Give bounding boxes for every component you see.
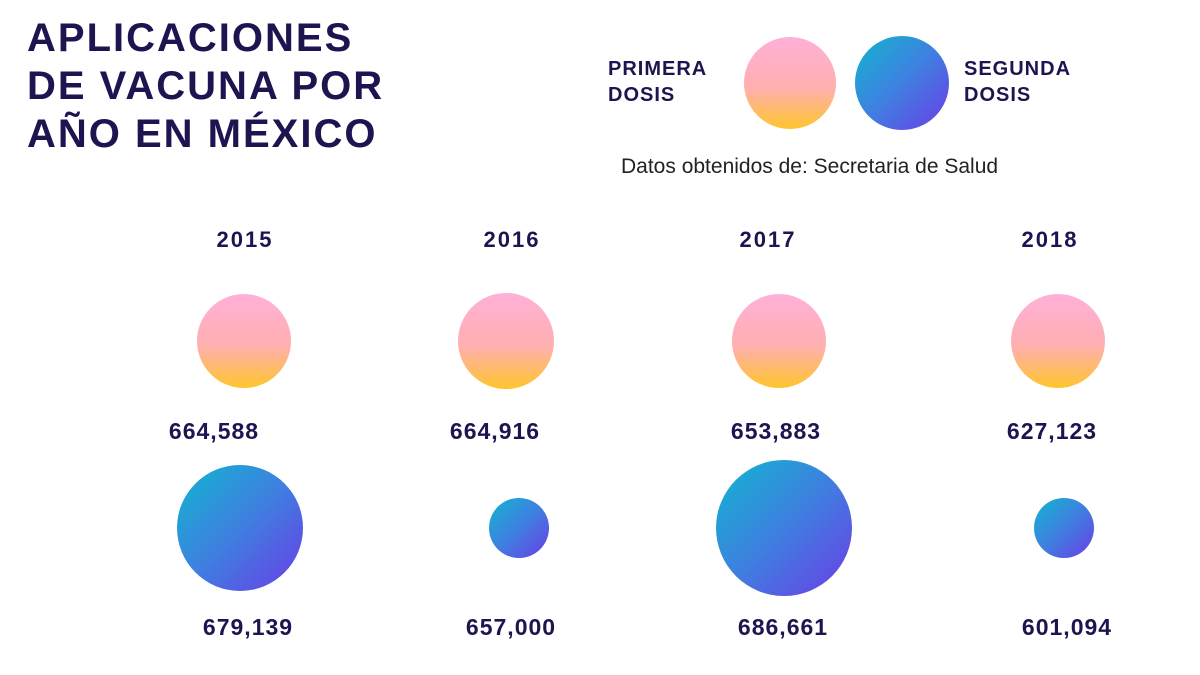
- first-dose-value-label: 627,123: [1006, 418, 1098, 444]
- first-dose-bubble-2018: [1011, 294, 1105, 388]
- title-line: DE VACUNA POR: [27, 64, 385, 108]
- source-note: Datos obtenidos de: Secretaria de Salud: [621, 155, 999, 178]
- second-dose-bubble-2016: [489, 498, 549, 558]
- legend-text: PRIMERA: [608, 58, 708, 80]
- title-line: AÑO EN MÉXICO: [27, 112, 378, 156]
- year-label: 2015: [216, 227, 274, 252]
- year-label: 2016: [483, 227, 541, 252]
- legend-first-dose-swatch: [744, 37, 836, 129]
- second-dose-bubble-2018: [1034, 498, 1094, 558]
- year-label: 2018: [1021, 227, 1079, 252]
- legend-second-dose-swatch: [855, 36, 949, 130]
- chart-title: APLICACIONES DE VACUNA POR AÑO EN MÉXICO: [27, 14, 384, 158]
- second-dose-value-label: 657,000: [465, 614, 557, 640]
- second-dose-value-label: 601,094: [1021, 614, 1113, 640]
- second-dose-value-label: 679,139: [202, 614, 294, 640]
- first-dose-value-label: 664,588: [168, 418, 260, 444]
- legend-text: DOSIS: [608, 84, 676, 106]
- first-dose-bubble-2017: [732, 294, 826, 388]
- title-line: APLICACIONES: [27, 16, 354, 60]
- first-dose-value-label: 664,916: [449, 418, 541, 444]
- second-dose-bubble-2017: [716, 460, 852, 596]
- first-dose-bubble-2015: [197, 294, 291, 388]
- legend-text: DOSIS: [964, 84, 1032, 106]
- legend-text: SEGUNDA: [964, 58, 1072, 80]
- legend-first-dose-label: PRIMERA DOSIS: [608, 56, 707, 108]
- year-label: 2017: [739, 227, 797, 252]
- first-dose-bubble-2016: [458, 293, 554, 389]
- second-dose-value-label: 686,661: [737, 614, 829, 640]
- second-dose-bubble-2015: [177, 465, 303, 591]
- first-dose-value-label: 653,883: [730, 418, 822, 444]
- legend-second-dose-label: SEGUNDA DOSIS: [964, 56, 1071, 108]
